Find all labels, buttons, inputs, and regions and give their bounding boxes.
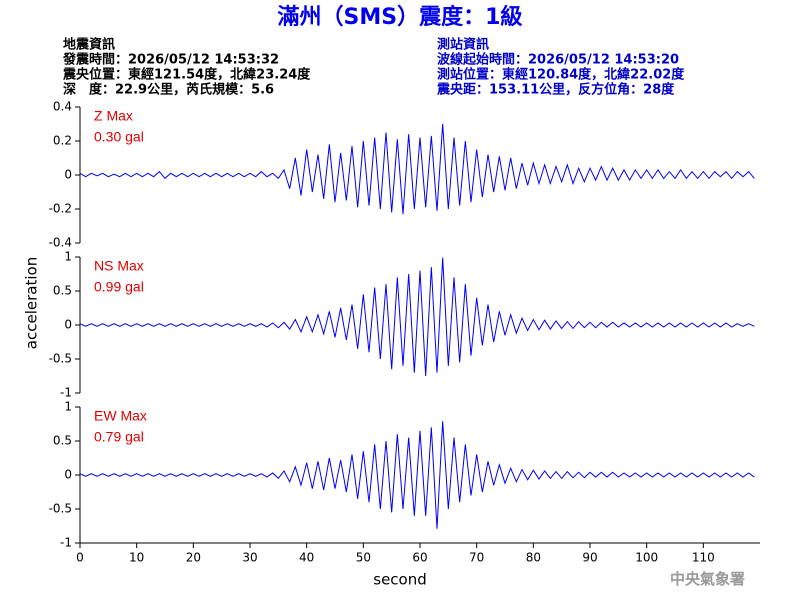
y-tick-label: 0.5	[53, 434, 72, 448]
max-label: 0.30 gal	[94, 129, 144, 145]
x-tick-label: 70	[469, 551, 484, 565]
x-tick-label: 60	[412, 551, 427, 565]
y-tick-label: 0	[64, 468, 72, 482]
x-tick-label: 0	[76, 551, 84, 565]
y-tick-label: -1	[60, 536, 72, 550]
info-left: 震央位置：東經121.54度，北緯23.24度	[62, 67, 311, 83]
info-left: 地震資訊	[63, 37, 115, 53]
y-tick-label: 1	[64, 400, 72, 414]
x-tick-label: 50	[356, 551, 371, 565]
max-label: 0.99 gal	[94, 279, 144, 295]
y-tick-label: -0.4	[49, 236, 72, 250]
info-right: 測站位置：東經120.84度，北緯22.02度	[437, 67, 685, 83]
x-tick-label: 10	[129, 551, 144, 565]
y-axis-label: acceleration	[23, 257, 41, 349]
x-axis-label: second	[373, 571, 427, 589]
x-tick-label: 30	[242, 551, 257, 565]
y-tick-label: -0.2	[49, 202, 72, 216]
y-tick-label: 0.2	[53, 134, 72, 148]
info-right: 震央距：153.11公里，反方位角：28度	[436, 82, 675, 98]
y-tick-label: 0	[64, 318, 72, 332]
y-tick-label: 0	[64, 168, 72, 182]
waveform	[79, 421, 755, 529]
x-tick-label: 90	[582, 551, 597, 565]
max-label: 0.79 gal	[94, 429, 144, 445]
x-tick-label: 40	[299, 551, 314, 565]
title: 滿州（SMS）震度：1級	[278, 4, 523, 30]
y-tick-label: -0.5	[49, 502, 72, 516]
component-label: EW Max	[94, 408, 147, 424]
watermark: 中央氣象署	[670, 570, 745, 588]
waveform	[79, 257, 755, 377]
x-tick-label: 80	[526, 551, 541, 565]
info-left: 發震時間：2026/05/12 14:53:32	[62, 52, 279, 68]
x-tick-label: 110	[692, 551, 715, 565]
info-right: 波線起始時間：2026/05/12 14:53:20	[437, 52, 679, 68]
component-label: NS Max	[94, 258, 144, 274]
y-tick-label: -1	[60, 386, 72, 400]
y-tick-label: 1	[64, 250, 72, 264]
y-tick-label: 0.5	[53, 284, 72, 298]
x-tick-label: 20	[186, 551, 201, 565]
waveform	[79, 123, 755, 215]
y-tick-label: 0.4	[53, 100, 72, 114]
y-tick-label: -0.5	[49, 352, 72, 366]
info-right: 測站資訊	[437, 37, 489, 53]
component-label: Z Max	[94, 108, 133, 124]
x-tick-label: 100	[635, 551, 658, 565]
info-left: 深 度：22.9公里，芮氏規模：5.6	[63, 82, 274, 98]
